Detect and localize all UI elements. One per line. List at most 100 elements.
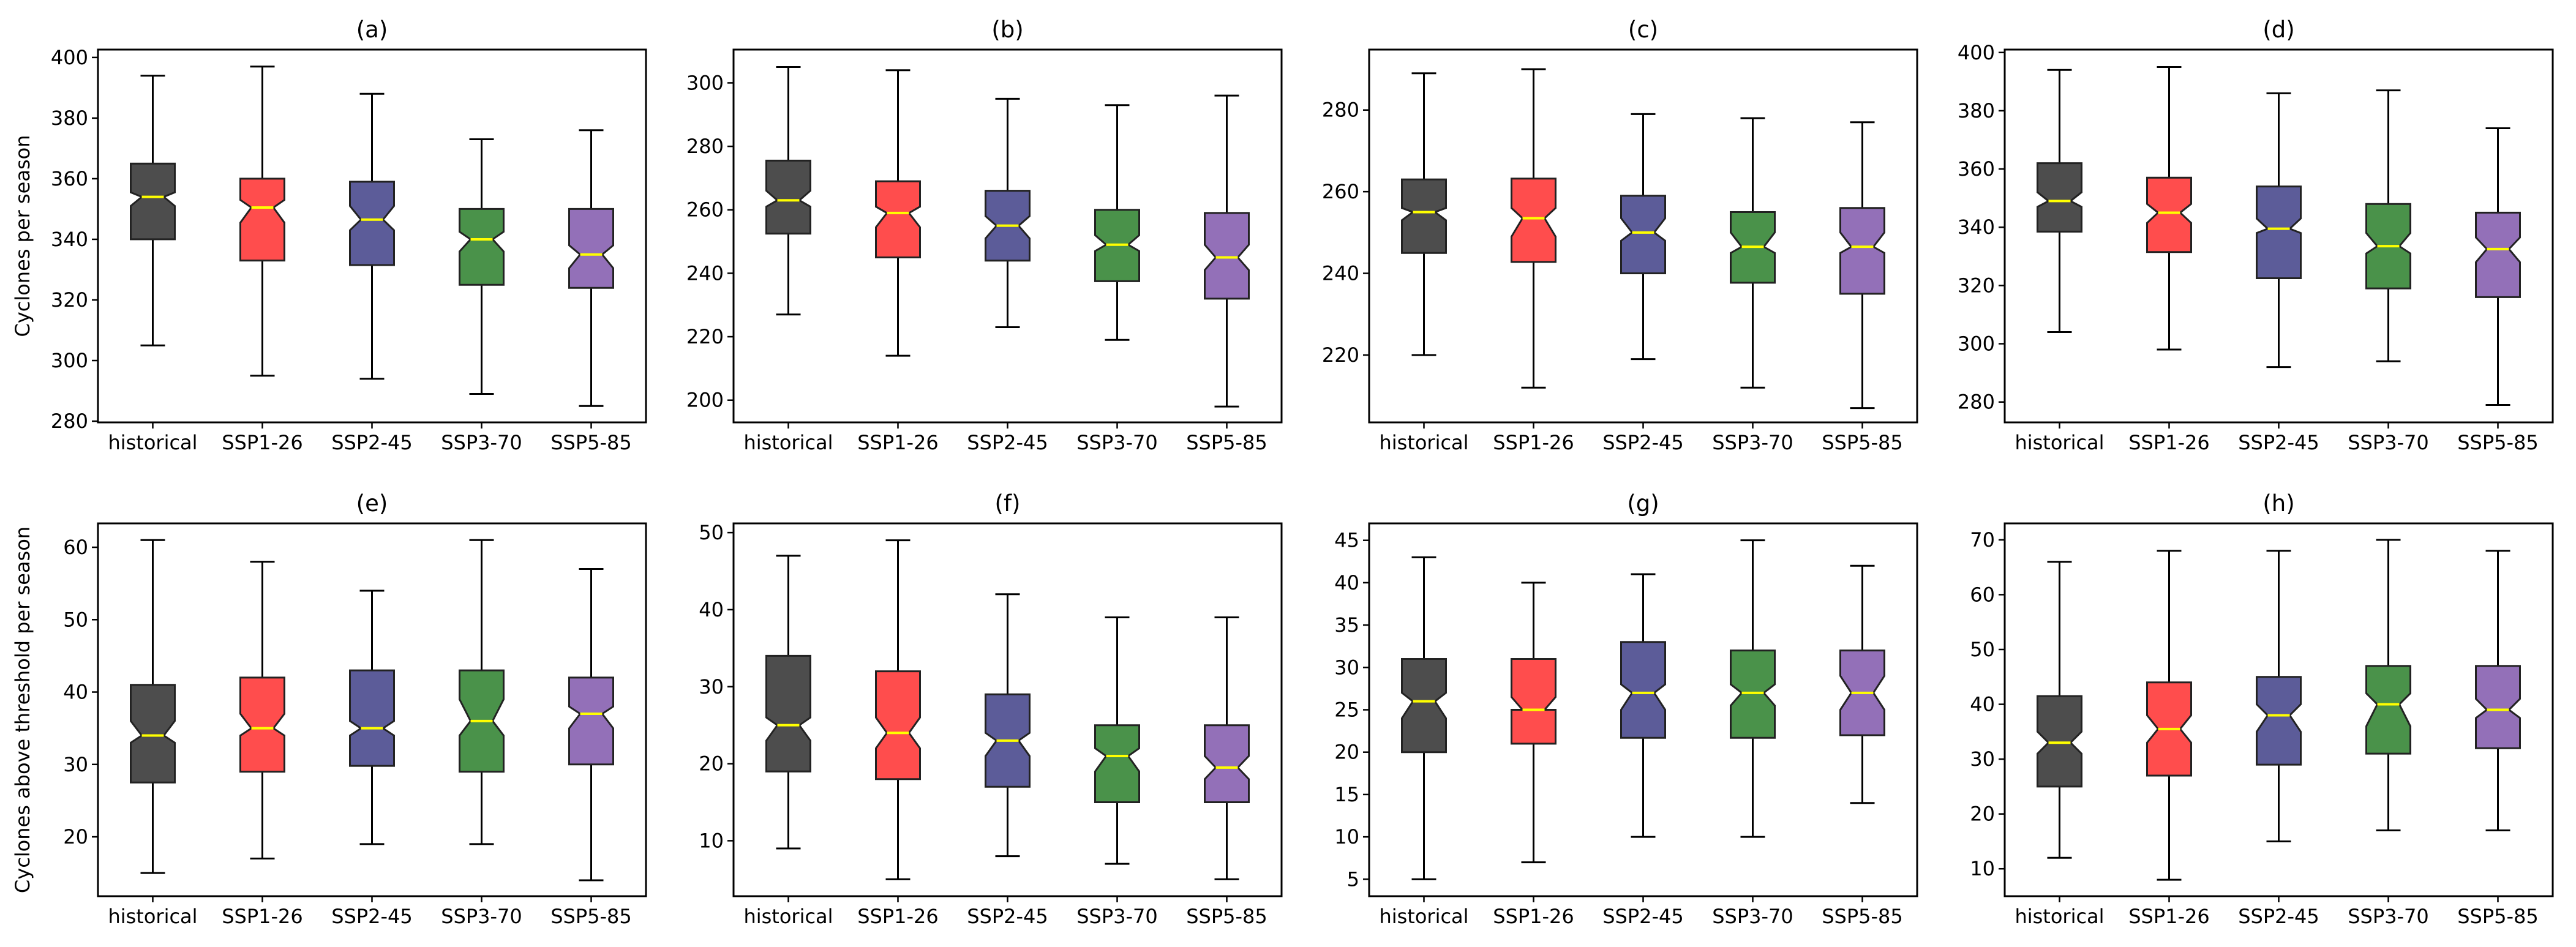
panel-e: (e) Cyclones above threshold per season 20…	[11, 490, 647, 928]
box-SSP1-26	[1511, 582, 1556, 864]
x-tick-label: SSP2-45	[967, 905, 1048, 928]
box-SSP5-85	[568, 567, 614, 881]
box-historical	[765, 555, 811, 850]
box-SSP5-85	[1839, 564, 1885, 804]
box-body	[568, 676, 614, 766]
box-body	[1620, 641, 1666, 739]
x-tick-label: SSP2-45	[967, 431, 1048, 454]
y-tick-label: 280	[1322, 99, 1359, 122]
panel-d: (d) 280 300 320 340 360 380 400 historical SSP1-2…	[1958, 17, 2554, 454]
box-SSP3-70	[1094, 616, 1140, 865]
box-body	[875, 670, 921, 780]
box-SSP5-85	[1839, 121, 1885, 410]
y-tick-label: 10	[699, 829, 724, 852]
x-tick-label: SSP2-45	[2238, 905, 2319, 928]
x-tick-label: historical	[108, 431, 197, 454]
box-body	[2475, 211, 2521, 298]
x-tick-label: SSP3-70	[441, 905, 522, 928]
box-body	[568, 208, 614, 289]
x-tick-label: SSP2-45	[331, 905, 413, 928]
y-tick-label: 240	[686, 261, 724, 285]
box-body	[349, 181, 395, 266]
x-tick-label: historical	[1379, 431, 1468, 454]
y-tick-label: 40	[1970, 693, 1995, 716]
box-body	[1620, 195, 1666, 274]
y-tick-label: 400	[1958, 41, 1995, 64]
box-historical	[1401, 72, 1447, 356]
x-tick-label: historical	[2015, 905, 2104, 928]
box-SSP2-45	[1620, 113, 1666, 361]
panel-title: (f)	[995, 490, 1021, 517]
y-tick-label: 340	[51, 228, 88, 251]
box-body	[875, 180, 921, 258]
y-tick-label: 30	[699, 675, 724, 698]
box-SSP3-70	[1730, 539, 1776, 838]
box-historical	[2037, 561, 2082, 859]
y-tick-label: 5	[1347, 867, 1359, 891]
box-SSP3-70	[2365, 89, 2411, 362]
x-tick-label: SSP5-85	[2457, 431, 2539, 454]
box-SSP5-85	[2475, 127, 2521, 406]
y-tick-label: 380	[51, 107, 88, 130]
box-SSP2-45	[349, 590, 395, 845]
panel-c: (c) 220 240 260 280 historical SSP1-26 SSP2-45 S…	[1322, 17, 1918, 454]
y-tick-label: 220	[1322, 343, 1359, 367]
box-historical	[130, 75, 176, 346]
y-tick-label: 25	[1334, 698, 1359, 722]
y-tick-label: 45	[1334, 529, 1359, 552]
x-tick-label: SSP5-85	[1186, 905, 1267, 928]
box-body	[1401, 178, 1447, 254]
box-body	[349, 669, 395, 767]
x-tick-label: SSP1-26	[222, 905, 303, 928]
box-SSP2-45	[2256, 92, 2302, 369]
box-body	[239, 178, 285, 262]
box-SSP5-85	[2475, 550, 2521, 832]
y-tick-label: 300	[686, 71, 724, 94]
y-tick-label: 20	[699, 752, 724, 776]
box-historical	[765, 66, 811, 316]
y-tick-label: 40	[63, 681, 88, 704]
x-tick-label: SSP1-26	[857, 431, 939, 454]
box-SSP1-26	[2146, 66, 2192, 351]
box-body	[1511, 658, 1556, 745]
y-tick-label: 200	[686, 389, 724, 412]
y-tick-label: 320	[1958, 274, 1995, 297]
panel-f: (f) 10 20 30 40 50 historical SSP1-26 SSP2-45 SSP…	[699, 490, 1283, 928]
x-tick-label: SSP1-26	[2128, 431, 2210, 454]
x-tick-label: SSP3-70	[2348, 431, 2429, 454]
x-tick-label: SSP1-26	[222, 431, 303, 454]
x-tick-label: SSP1-26	[1493, 431, 1574, 454]
y-tick-label: 20	[63, 825, 88, 848]
panel-title: (h)	[2262, 490, 2294, 517]
x-tick-label: SSP3-70	[1076, 905, 1158, 928]
y-tick-label: 60	[1970, 583, 1995, 606]
box-SSP2-45	[2256, 550, 2302, 842]
x-tick-label: historical	[743, 905, 833, 928]
box-body	[1401, 658, 1447, 754]
x-tick-label: SSP5-85	[550, 905, 632, 928]
box-SSP1-26	[1511, 68, 1556, 389]
y-tick-label: 40	[1334, 571, 1359, 594]
box-body	[130, 684, 176, 784]
y-tick-label: 320	[51, 288, 88, 312]
box-body	[2475, 665, 2521, 749]
y-tick-label: 260	[1322, 180, 1359, 203]
y-tick-label: 10	[1970, 857, 1995, 880]
box-body	[1204, 724, 1250, 803]
box-body	[1094, 724, 1140, 803]
x-tick-label: SSP1-26	[2128, 905, 2210, 928]
y-tick-label: 280	[686, 135, 724, 158]
y-tick-label: 220	[686, 325, 724, 348]
box-SSP3-70	[459, 138, 505, 395]
box-historical	[1401, 556, 1447, 880]
y-tick-label: 360	[51, 167, 88, 190]
box-SSP2-45	[1620, 573, 1666, 838]
y-tick-label: 40	[699, 598, 724, 621]
y-tick-label: 260	[686, 198, 724, 222]
x-tick-label: SSP3-70	[1712, 431, 1793, 454]
panel-a: (a) Cyclones per season 280 300 320 340 360 380…	[11, 17, 647, 454]
x-tick-label: SSP1-26	[857, 905, 939, 928]
y-tick-label: 20	[1970, 803, 1995, 826]
box-body	[459, 208, 505, 286]
x-tick-label: SSP2-45	[1602, 905, 1684, 928]
